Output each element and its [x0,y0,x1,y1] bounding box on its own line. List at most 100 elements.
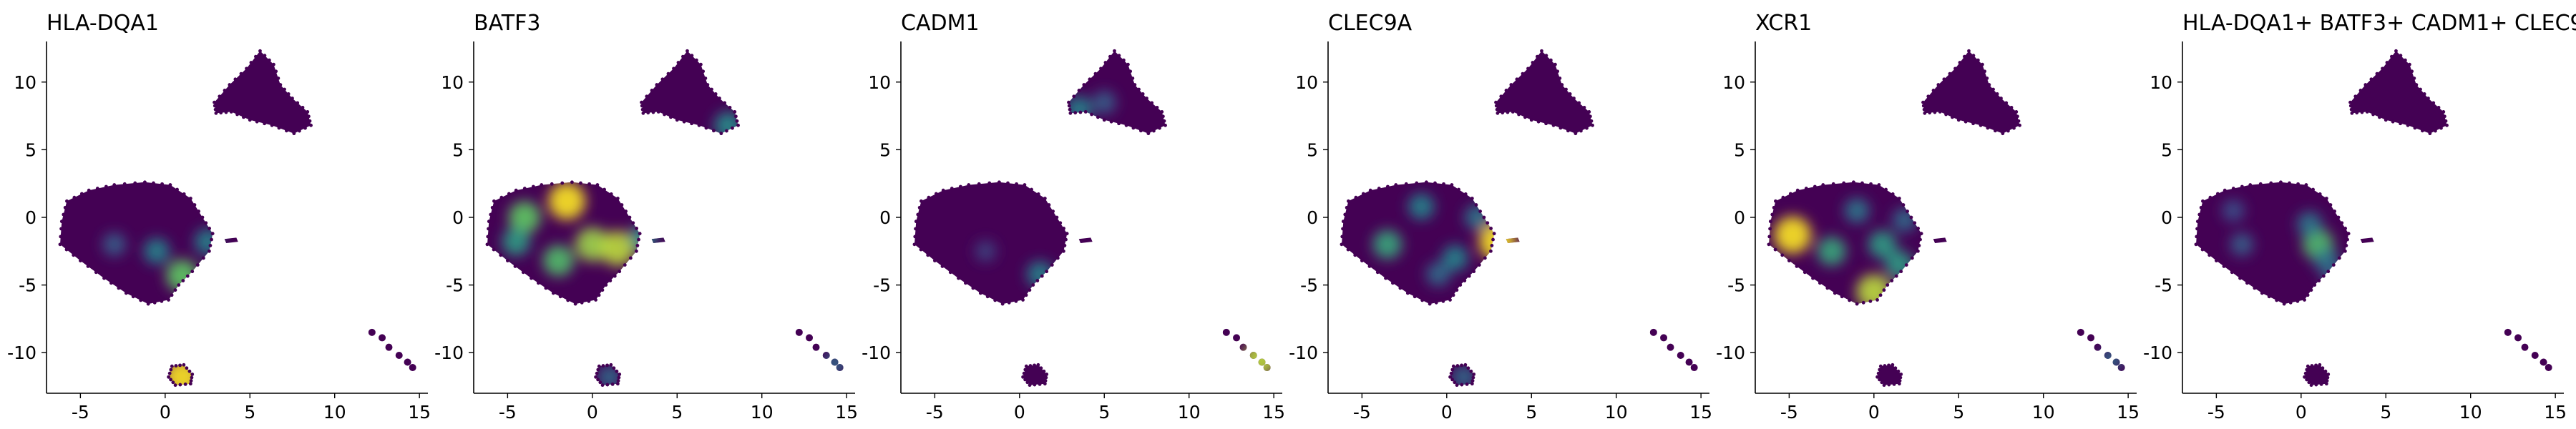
cell-point [146,302,150,306]
cell-point [1558,77,1562,80]
cell-point [1913,221,1917,225]
x-tick-label: -5 [2207,402,2225,423]
cell-point [1553,62,1557,66]
cell-point [2200,247,2205,252]
cell-point [1145,97,1148,100]
cell-point [1877,183,1881,187]
x-tick-label: 15 [2544,402,2567,423]
cell-point [2365,110,2369,114]
cell-point [1093,72,1098,76]
expression-baseline [914,51,1271,385]
cell-point [669,115,673,119]
cell-point [178,383,182,387]
cell-point [579,181,582,185]
cell-point [522,187,527,190]
cell-point [167,375,170,379]
cell-point [1544,122,1548,126]
cell-point [1936,83,1941,87]
x-tick-label: -5 [1353,402,1371,423]
hotspot-2 [600,230,635,267]
cell-point [169,378,172,382]
cell-point [1825,286,1830,290]
cell-point [2353,94,2358,99]
cell-point [919,199,923,203]
cell-point [1467,274,1471,278]
cell-point [1842,181,1846,185]
cell-point [1146,132,1151,136]
cell-point [573,302,577,306]
cell-point [618,270,622,274]
cell-point [79,192,84,196]
cell-point [1490,244,1494,247]
cell-point [292,132,296,136]
cell-point [1050,263,1054,267]
cell-point [1956,118,1961,122]
cell-point [940,265,945,268]
cell-embedding [914,51,1271,385]
cell-point [2343,249,2347,253]
cell-point [2439,126,2443,130]
cell-point [723,101,727,105]
y-tick-label: 0 [452,207,464,228]
cell-point [1818,281,1822,285]
cell-point [1455,364,1460,368]
cell-point [615,382,620,386]
cell-point [540,183,544,187]
cell-point [2337,256,2341,260]
cell-point [694,58,698,62]
cell-point [102,276,106,280]
cell-point [1340,242,1344,247]
cell-point [1880,380,1884,385]
cell-point [1855,302,1859,306]
cell-point [1951,115,1954,119]
cell-point [2306,293,2310,297]
cell-point [1564,87,1568,92]
cell-point [1876,371,1880,375]
cell-point [2410,69,2414,74]
cell-point [1062,249,1065,253]
cell-point [1921,100,1925,104]
cell-point [2326,375,2330,380]
cell-point [1472,270,1476,274]
cell-point [1971,122,1975,126]
x-tick-label: 15 [408,402,431,423]
cell-point [733,110,737,114]
cell-point [1933,110,1937,114]
x-tick-label: 5 [1953,402,1964,423]
cell-point [2319,382,2323,386]
cell-point [2016,114,2019,119]
cell-point [1589,114,1592,119]
cell-point [112,183,117,187]
cell-point [1477,263,1481,267]
x-tick-label: 0 [2296,402,2307,423]
cell-point [1068,111,1073,115]
cell-point [2414,83,2419,87]
y-tick-label: 10 [1722,72,1745,93]
cell-point [1398,286,1402,290]
y-tick-label: -10 [434,342,464,363]
cell-point [1893,366,1898,370]
cell-point [1773,247,1777,252]
cell-point [187,369,192,373]
cell-point [612,366,616,370]
cell-point [175,187,179,192]
cell-point [2310,364,2314,368]
cell-point [2014,110,2019,114]
panel-title: CADM1 [901,11,980,36]
cell-point [2215,192,2220,196]
cell-point [631,221,635,225]
cell-point [2305,378,2308,382]
x-tick-label: 5 [1098,402,1110,423]
cell-point [645,94,649,99]
cell-point [1883,364,1887,368]
cell-point [78,259,82,262]
cell-point [550,182,554,186]
cell-point [1090,112,1093,117]
cell-point [1108,54,1112,59]
cell-point [182,192,186,196]
panel-title: BATF3 [474,11,540,36]
cell-point [675,118,679,122]
cell-point [152,300,157,305]
y-tick-label: -5 [19,275,36,296]
cell-point [1780,253,1785,257]
